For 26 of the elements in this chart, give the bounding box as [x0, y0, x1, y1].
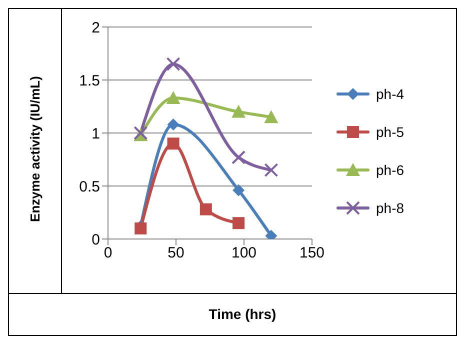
point [264, 163, 278, 178]
x-tick-label: 50 [168, 244, 184, 262]
point [200, 203, 212, 216]
y-tick-label: 1.5 [79, 72, 100, 90]
legend-label: ph-5 [376, 124, 404, 140]
point [232, 184, 245, 196]
x-tick-label: 150 [299, 244, 325, 262]
point [232, 150, 246, 164]
y-tick-label: 0.5 [79, 178, 100, 196]
y-tick-label: 2 [92, 19, 100, 36]
legend-label: ph-8 [376, 200, 404, 216]
point [167, 138, 180, 150]
legend-label: ph-4 [376, 86, 404, 102]
x-tick-label: 0 [104, 244, 112, 262]
point [232, 217, 245, 230]
point [166, 91, 180, 104]
x-axis-title: Time (hrs) [208, 305, 278, 324]
x-tick-label: 100 [231, 244, 257, 262]
legend-label: ph-6 [376, 162, 404, 178]
point [232, 104, 246, 118]
y-tick-label: 0 [92, 231, 100, 248]
point [166, 57, 180, 72]
y-tick-label: 1 [92, 125, 100, 142]
point [264, 110, 278, 124]
y-axis-title: Enzyme activity (IU/mL) [28, 76, 42, 222]
point [167, 118, 180, 131]
